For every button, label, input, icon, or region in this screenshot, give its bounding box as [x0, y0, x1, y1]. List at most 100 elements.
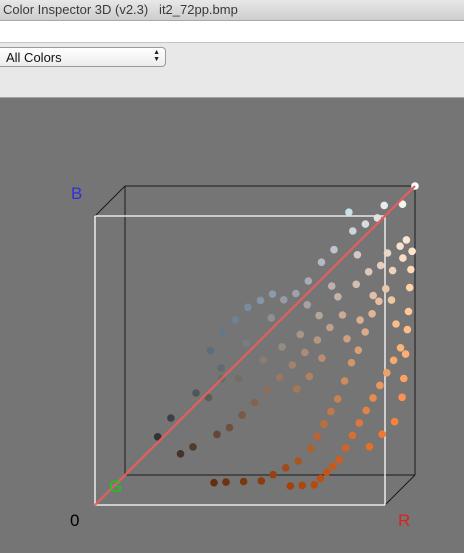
cube-edge — [94, 185, 126, 217]
color-point — [375, 297, 383, 306]
color-point — [398, 393, 406, 402]
color-point — [364, 268, 373, 276]
color-point — [343, 335, 351, 343]
color-point — [176, 450, 185, 458]
color-point — [398, 200, 407, 208]
3d-viewport[interactable]: B R G 0 — [0, 98, 464, 553]
color-point — [257, 477, 266, 485]
color-point — [355, 419, 364, 427]
color-point — [407, 265, 415, 274]
color-point — [352, 280, 361, 289]
color-point — [382, 285, 390, 293]
color-point — [361, 220, 370, 228]
color-point — [204, 393, 213, 402]
color-point — [405, 283, 414, 292]
color-point — [210, 478, 218, 487]
color-point — [317, 258, 326, 266]
color-point — [301, 348, 309, 357]
color-point — [313, 432, 322, 441]
color-point — [286, 482, 295, 490]
color-point — [167, 414, 175, 422]
color-point — [326, 323, 334, 332]
color-point — [327, 407, 335, 416]
color-point — [400, 374, 408, 383]
color-point — [238, 411, 246, 419]
color-point — [378, 430, 386, 439]
color-point — [225, 423, 234, 432]
color-point — [242, 339, 250, 347]
color-point — [294, 457, 303, 465]
color-point — [293, 385, 301, 393]
color-point — [353, 251, 362, 259]
color-point — [219, 328, 227, 336]
color-point — [396, 242, 404, 250]
color-point — [383, 249, 392, 257]
color-point — [376, 381, 384, 390]
color-point — [217, 364, 225, 372]
color-point — [330, 245, 338, 254]
color-point — [315, 311, 323, 320]
color-point — [318, 354, 326, 363]
color-point — [369, 394, 377, 402]
color-point — [401, 350, 410, 358]
color-point — [298, 481, 307, 490]
color-point — [192, 389, 200, 397]
color-point — [323, 468, 331, 477]
color-point — [329, 462, 337, 470]
color-point — [269, 470, 278, 479]
color-point — [231, 315, 240, 324]
color-point — [369, 291, 378, 300]
color-point — [189, 443, 197, 451]
color-point — [380, 201, 389, 210]
color-point — [320, 420, 328, 428]
color-point — [348, 431, 357, 440]
color-point — [390, 417, 399, 426]
color-point — [303, 301, 312, 309]
color-point — [256, 296, 265, 305]
color-point — [304, 277, 313, 285]
color-point — [280, 296, 288, 304]
color-point — [389, 356, 398, 365]
color-point — [408, 247, 416, 256]
color-point — [361, 328, 370, 336]
color-point — [234, 374, 243, 383]
color-point — [275, 373, 284, 382]
color-point — [316, 474, 325, 483]
color-point — [340, 377, 349, 385]
color-filter-value: All Colors — [6, 50, 62, 65]
color-point — [278, 343, 286, 351]
color-point — [376, 261, 385, 270]
color-point — [267, 314, 276, 322]
color-filter-select[interactable]: All Colors ▲ ▼ — [0, 47, 166, 67]
color-point — [305, 372, 314, 381]
color-point — [368, 310, 376, 318]
color-point — [296, 330, 305, 339]
cube-wireframe — [94, 185, 416, 506]
color-point — [307, 444, 315, 453]
color-point — [362, 406, 371, 415]
color-point — [392, 320, 400, 328]
color-point — [250, 398, 259, 407]
color-point — [373, 214, 382, 222]
title-bar: Color Inspector 3D (v2.3) it2_72pp.bmp — [0, 0, 464, 21]
rgb-cube-plot[interactable]: B R G 0 — [0, 98, 464, 553]
color-point — [354, 346, 363, 354]
color-point — [383, 369, 391, 377]
color-point — [282, 464, 290, 472]
color-point — [292, 289, 300, 298]
color-point — [239, 477, 248, 486]
color-point — [356, 316, 364, 324]
info-bar — [0, 21, 464, 43]
color-point — [335, 456, 344, 464]
color-point — [206, 346, 215, 355]
color-point — [244, 303, 252, 311]
gray-diagonal-line — [94, 185, 416, 506]
b-axis-label: B — [71, 184, 82, 203]
color-point — [334, 293, 342, 301]
cube-edge — [384, 474, 416, 506]
window-title: Color Inspector 3D (v2.3) it2_72pp.bmp — [3, 2, 238, 17]
color-point — [341, 444, 350, 452]
r-axis-label: R — [398, 511, 410, 530]
color-point — [213, 430, 221, 439]
